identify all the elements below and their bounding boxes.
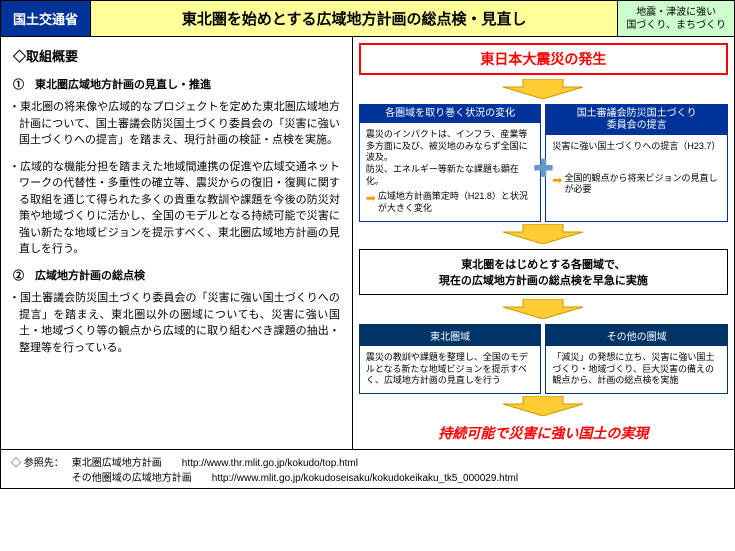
box-header: その他の圏域 (546, 325, 727, 346)
plus-icon: ✚ (533, 154, 553, 183)
two-box-row: 各圏域を取り巻く状況の変化 震災のインパクトは、インフラ、産業等多方面に及び、被… (359, 104, 728, 222)
reference-line: その他圏域の広域地方計画 http://www.mlit.go.jp/kokud… (72, 469, 518, 484)
header: 国土交通省 東北圏を始めとする広域地方計画の総点検・見直し 地震・津波に強い 国… (1, 1, 734, 37)
section2-list: 国土審議会防災国土づくり委員会の「災害に強い国土づくりへの提言」を踏まえ、東北圏… (13, 290, 340, 356)
page-container: 国土交通省 東北圏を始めとする広域地方計画の総点検・見直し 地震・津波に強い 国… (0, 0, 735, 489)
goal-text: 持続可能で災害に強い国土の実現 (359, 423, 728, 443)
right-column: 東日本大震災の発生 各圏域を取り巻く状況の変化 震災のインパクトは、インフラ、産… (353, 37, 734, 449)
subtitle: 地震・津波に強い 国づくり、まちづくり (618, 1, 734, 36)
arrow-icon: ➡ (552, 173, 562, 189)
box-content: 災害に強い国土づくりへの提言（H23.7） ➡全国的観点から将来ビジョンの見直し… (546, 135, 727, 202)
situation-box: 各圏域を取り巻く状況の変化 震災のインパクトは、インフラ、産業等多方面に及び、被… (359, 104, 542, 222)
earthquake-title: 東日本大震災の発生 (359, 43, 728, 75)
left-column: ◇取組概要 ① 東北圏広域地方計画の見直し・推進 東北圏の将来像や広域的なプロジ… (1, 37, 353, 449)
list-item: 国土審議会防災国土づくり委員会の「災害に強い国土づくりへの提言」を踏まえ、東北圏… (19, 290, 340, 356)
box-header: 東北圏域 (360, 325, 541, 346)
down-arrow-icon (359, 224, 728, 247)
box-content: 「減災」の発想に立ち、災害に強い国土づくり・地域づくり、巨大災害の備えの観点から… (546, 346, 727, 393)
ministry-label: 国土交通省 (1, 1, 91, 36)
list-item: 東北圏の将来像や広域的なプロジェクトを定めた東北圏広域地方計画について、国土審議… (19, 99, 340, 149)
action-box: 東北圏をはじめとする各圏域で、 現在の広域地方計画の総点検を早急に実施 (359, 249, 728, 295)
reference-line: 東北圏広域地方計画 http://www.thr.mlit.go.jp/koku… (72, 454, 518, 469)
main-title: 東北圏を始めとする広域地方計画の総点検・見直し (91, 1, 618, 36)
box-header: 各圏域を取り巻く状況の変化 (360, 105, 541, 123)
box-content: 震災の教訓や課題を整理し、全国のモデルとなる新たな地域ビジョンを提示すべく、広域… (360, 346, 541, 393)
down-arrow-icon (359, 79, 728, 102)
list-item: 広域的な機能分担を踏まえた地域間連携の促進や広域交通ネットワークの代替性・多重性… (19, 159, 340, 258)
section2-title: ② 広域地方計画の総点検 (13, 268, 340, 285)
reference-links: 東北圏広域地方計画 http://www.thr.mlit.go.jp/koku… (72, 454, 518, 484)
box-header: 国土審議会防災国土づくり 委員会の提言 (546, 105, 727, 135)
box-content: 震災のインパクトは、インフラ、産業等多方面に及び、被災地のみならず全国に波及。 … (360, 123, 541, 221)
section1-list: 東北圏の将来像や広域的なプロジェクトを定めた東北圏広域地方計画について、国土審議… (13, 99, 340, 258)
proposal-box: 国土審議会防災国土づくり 委員会の提言 災害に強い国土づくりへの提言（H23.7… (545, 104, 728, 222)
main-content: ◇取組概要 ① 東北圏広域地方計画の見直し・推進 東北圏の将来像や広域的なプロジ… (1, 37, 734, 450)
tohoku-box: 東北圏域 震災の教訓や課題を整理し、全国のモデルとなる新たな地域ビジョンを提示す… (359, 324, 542, 394)
region-row: 東北圏域 震災の教訓や課題を整理し、全国のモデルとなる新たな地域ビジョンを提示す… (359, 324, 728, 394)
arrow-icon: ➡ (366, 191, 376, 207)
footer: ◇ 参照先： 東北圏広域地方計画 http://www.thr.mlit.go.… (1, 450, 734, 488)
reference-label: ◇ 参照先： (11, 454, 64, 484)
down-arrow-icon (359, 299, 728, 322)
section1-title: ① 東北圏広域地方計画の見直し・推進 (13, 77, 340, 94)
other-region-box: その他の圏域 「減災」の発想に立ち、災害に強い国土づくり・地域づくり、巨大災害の… (545, 324, 728, 394)
overview-heading: ◇取組概要 (13, 47, 340, 67)
down-arrow-icon (359, 396, 728, 419)
